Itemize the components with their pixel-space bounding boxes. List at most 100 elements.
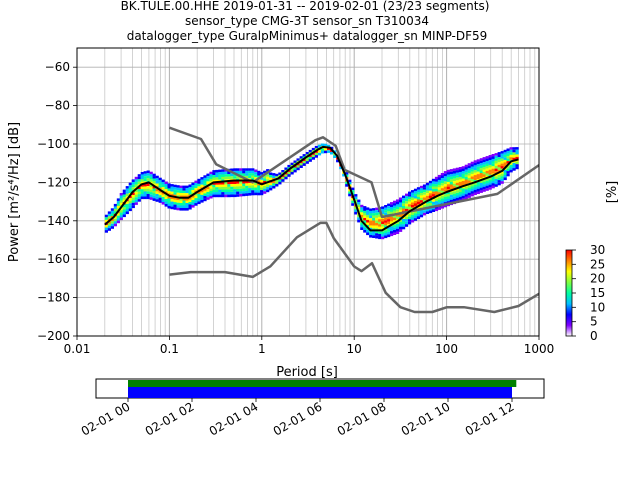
psd-density-cell (173, 187, 177, 190)
psd-density-cell (440, 185, 444, 189)
psd-density-cell (140, 174, 144, 177)
psd-density-cell (251, 182, 255, 186)
psd-density-cell (179, 205, 183, 209)
psd-density-cell (494, 155, 498, 159)
psd-density-cell (203, 177, 207, 181)
psd-density-cell (191, 187, 195, 191)
psd-density-cell (485, 180, 489, 184)
psd-density-cell (491, 171, 495, 174)
psd-density-cell (227, 189, 231, 192)
psd-density-cell (491, 166, 495, 169)
y-axis-ticks: −60 −80 −100 −120 −140 −160 −180 −200 (37, 60, 77, 343)
psd-density-cell (425, 201, 430, 204)
psd-density-cell (188, 199, 192, 203)
psd-density-cell (176, 207, 180, 211)
psd-density-cell (236, 181, 240, 184)
psd-density-cell (113, 203, 117, 207)
psd-density-cell (452, 168, 456, 171)
psd-density-cell (366, 230, 370, 233)
psd-density-cell (143, 176, 147, 179)
psd-density-cell (458, 169, 462, 173)
psd-density-cell (179, 190, 183, 194)
psd-density-cell (128, 190, 132, 193)
psd-density-cell (488, 167, 492, 170)
psd-density-cell (366, 232, 370, 236)
psd-density-cell (443, 184, 447, 187)
psd-density-cell (200, 179, 204, 183)
psd-density-cell (125, 193, 129, 197)
psd-density-cell (179, 208, 183, 211)
psd-density-cell (314, 152, 318, 156)
psd-density-cell (272, 175, 276, 179)
psd-density-cell (419, 188, 424, 191)
psd-density-cell (506, 158, 510, 162)
psd-density-cell (119, 200, 123, 203)
psd-density-cell (155, 191, 159, 194)
psd-density-cell (251, 192, 255, 196)
psd-density-cell (305, 156, 309, 160)
psd-density-cell (212, 172, 216, 176)
psd-density-cell (320, 143, 325, 147)
psd-density-cell (212, 170, 216, 173)
psd-density-cell (431, 209, 436, 212)
psd-density-cell (155, 175, 159, 179)
psd-density-cell (422, 189, 427, 193)
psd-density-cell (485, 185, 489, 189)
psd-density-cell (512, 168, 516, 171)
psd-density-cell (470, 174, 474, 177)
psd-density-cell (411, 195, 415, 198)
psd-density-cell (405, 224, 409, 227)
y-tick-label: −60 (45, 60, 70, 74)
psd-density-cell (125, 191, 129, 194)
psd-density-cell (428, 190, 433, 194)
psd-density-cell (143, 194, 147, 197)
psd-density-cell (390, 219, 394, 222)
psd-density-cell (197, 196, 201, 199)
psd-density-cell (419, 195, 424, 198)
psd-density-cell (360, 204, 364, 208)
psd-density-cell (446, 198, 450, 202)
psd-density-cell (506, 173, 510, 177)
psd-density-cell (500, 173, 504, 177)
psd-density-cell (164, 201, 168, 205)
nhnm-line (168, 126, 539, 219)
psd-density-cell (437, 182, 441, 185)
psd-density-cell (176, 187, 180, 191)
psd-density-cell (422, 205, 427, 208)
psd-density-cell (212, 182, 216, 185)
psd-density-cell (131, 202, 135, 206)
psd-density-cell (128, 198, 132, 201)
psd-density-cell (455, 197, 459, 201)
psd-density-cell (194, 188, 198, 191)
psd-density-cell (317, 144, 322, 148)
ppsd-plot-area: 0.01 0.1 1 10 100 1000 −60 −80 −100 −120 −140 −160… (7, 47, 554, 380)
psd-density-cell (494, 168, 498, 172)
psd-density-cell (488, 187, 492, 190)
psd-density-cell (125, 209, 129, 212)
psd-density-cell (116, 220, 120, 224)
psd-density-cell (413, 218, 418, 221)
psd-density-cell (449, 169, 453, 172)
psd-density-cell (140, 176, 144, 180)
psd-density-cell (458, 172, 462, 175)
psd-density-cell (449, 194, 453, 198)
psd-density-cell (245, 185, 249, 189)
psd-density-cell (378, 236, 382, 240)
psd-density-cell (236, 183, 240, 187)
psd-density-cell (122, 209, 126, 213)
psd-density-cell (215, 182, 219, 185)
psd-density-cell (452, 183, 456, 187)
psd-density-cell (473, 182, 477, 186)
psd-density-cell (479, 187, 483, 191)
psd-density-cell (351, 203, 355, 206)
psd-density-cell (233, 186, 237, 190)
psd-density-cell (393, 232, 397, 235)
psd-density-cell (497, 172, 501, 176)
psd-density-cell (311, 147, 315, 151)
psd-density-cell (263, 191, 267, 194)
psd-density-cell (272, 185, 276, 189)
noise-model-lines (104, 126, 539, 314)
psd-density-cell (113, 216, 117, 219)
psd-density-cell (384, 220, 388, 223)
psd-density-cell (278, 181, 282, 185)
